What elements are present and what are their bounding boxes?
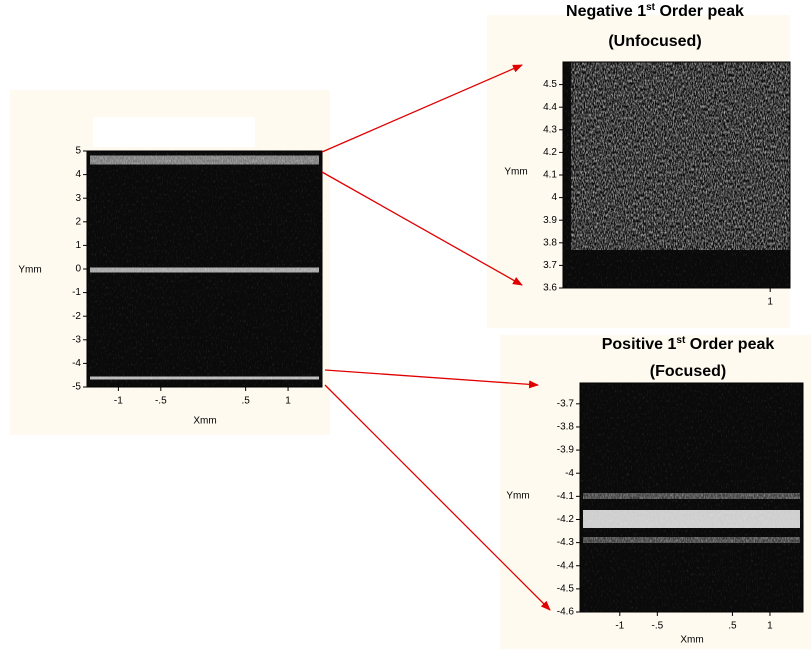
y-tick-label: 3.9 — [543, 215, 557, 226]
x-tick-label: 1 — [767, 621, 773, 632]
y-tick-label: -5 — [72, 382, 81, 393]
y-tick-label: -3 — [72, 334, 81, 345]
y-tick-label: -1 — [72, 287, 81, 298]
y-tick-label: 4.1 — [543, 170, 557, 181]
x-tick-label: 1 — [285, 396, 291, 407]
x-tick-label: .5 — [728, 621, 737, 632]
y-tick-label: 5 — [75, 146, 81, 157]
band-texture — [583, 510, 800, 528]
y-tick-label: 4.5 — [543, 79, 557, 90]
x-tick-label: .5 — [241, 396, 250, 407]
band-texture — [90, 155, 319, 165]
panel: 5 4 3 2 1 0 -1 -2 -3 -4 -5 -1 -.5 .5 1 Ymm Xmm — [10, 90, 330, 435]
y-tick-label: -4.4 — [557, 560, 575, 571]
y-tick-label: -3.8 — [557, 422, 575, 433]
band-texture — [583, 537, 800, 543]
y-tick-label: 3 — [75, 193, 81, 204]
arrows — [321, 64, 551, 611]
band-texture — [90, 267, 319, 273]
arrow — [324, 369, 539, 389]
x-tick-label: -1 — [114, 396, 123, 407]
title-main: Positive 1 — [602, 336, 677, 353]
x-tick-label: 1 — [767, 297, 773, 308]
title-rest: Order peak — [685, 336, 774, 353]
y-tick-label: 2 — [75, 216, 81, 227]
title-superscript: st — [676, 335, 686, 346]
y-tick-label: -4.3 — [557, 537, 575, 548]
title-superscript: st — [646, 2, 656, 13]
panel-subtitle: (Unfocused) — [608, 33, 701, 50]
x-axis-label: Xmm — [680, 635, 703, 646]
panel-title: Positive 1st Order peak — [602, 335, 775, 354]
panel: -3.7 -3.8 -3.9 -4 -4.1 -4.2 -4.3 -4.4 -4.5 -4.6 -1… — [500, 335, 811, 649]
y-tick-label: -4 — [72, 358, 81, 369]
arrow — [321, 171, 523, 286]
blank-box — [93, 117, 255, 147]
y-tick-label: 4 — [75, 169, 81, 180]
panel: 4.5 4.4 4.3 4.2 4.1 4 3.9 3.8 3.7 3.6 1 Ymm Negative… — [487, 2, 791, 328]
y-tick-label: -3.7 — [557, 398, 575, 409]
x-tick-label: -.5 — [155, 396, 167, 407]
title-rest: Order peak — [655, 3, 744, 20]
y-tick-label: -4.5 — [557, 584, 575, 595]
plot-frame — [579, 382, 804, 613]
y-tick-label: -3.9 — [557, 445, 575, 456]
band-texture — [90, 376, 319, 380]
title-main: Negative 1 — [566, 3, 646, 20]
y-axis-label: Ymm — [504, 167, 527, 178]
y-tick-label: 3.6 — [543, 283, 557, 294]
y-tick-label: -2 — [72, 311, 81, 322]
y-tick-label: 4.3 — [543, 124, 557, 135]
y-tick-label: -4.6 — [557, 607, 575, 618]
y-tick-label: -4.1 — [557, 491, 575, 502]
arrow — [321, 64, 523, 153]
y-tick-label: 4.2 — [543, 147, 557, 158]
y-axis-label: Ymm — [506, 491, 529, 502]
x-tick-label: -.5 — [652, 621, 664, 632]
panel-subtitle: (Focused) — [650, 363, 726, 380]
y-tick-label: 3.7 — [543, 260, 557, 271]
y-tick-label: -4.2 — [557, 514, 575, 525]
y-tick-label: -4 — [565, 468, 574, 479]
y-tick-label: 4.4 — [543, 102, 557, 113]
y-axis-label: Ymm — [18, 265, 41, 276]
y-tick-label: 1 — [75, 240, 81, 251]
y-tick-label: 4 — [551, 192, 557, 203]
x-axis-label: Xmm — [193, 416, 216, 427]
y-tick-label: 3.8 — [543, 237, 557, 248]
band-texture — [583, 493, 800, 499]
panel-title: Negative 1st Order peak — [566, 2, 744, 21]
arrow — [324, 384, 551, 611]
speckle — [571, 62, 790, 250]
y-tick-label: 0 — [75, 264, 81, 275]
x-tick-label: -1 — [615, 621, 624, 632]
